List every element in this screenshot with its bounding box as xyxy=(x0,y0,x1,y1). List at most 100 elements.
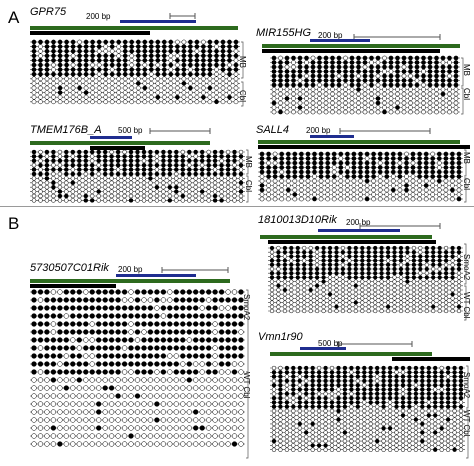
unmethylated-cpg-mark xyxy=(336,447,341,452)
unmethylated-cpg-mark xyxy=(142,99,148,105)
unmethylated-cpg-mark xyxy=(329,413,335,418)
unmethylated-cpg-mark xyxy=(187,162,192,168)
methylated-cpg-mark xyxy=(186,313,192,319)
unmethylated-cpg-mark xyxy=(167,425,173,431)
unmethylated-cpg-mark xyxy=(238,167,244,172)
unmethylated-cpg-mark xyxy=(439,421,444,427)
methylated-cpg-mark xyxy=(96,39,102,45)
unmethylated-cpg-mark xyxy=(44,193,50,199)
methylated-cpg-mark xyxy=(304,69,309,74)
methylated-cpg-mark xyxy=(175,67,180,72)
unmethylated-cpg-mark xyxy=(362,408,367,414)
methylated-cpg-mark xyxy=(443,250,449,255)
unmethylated-cpg-mark xyxy=(238,184,244,190)
unmethylated-cpg-mark xyxy=(135,99,141,105)
unmethylated-cpg-mark xyxy=(318,187,324,193)
methylated-cpg-mark xyxy=(456,165,462,170)
methylated-cpg-mark xyxy=(437,156,442,161)
methylated-cpg-mark xyxy=(160,345,167,351)
methylated-cpg-mark xyxy=(269,262,275,267)
unmethylated-cpg-mark xyxy=(414,100,420,106)
unmethylated-cpg-mark xyxy=(282,283,288,288)
unmethylated-cpg-mark xyxy=(379,296,384,301)
methylated-cpg-mark xyxy=(115,289,121,295)
unmethylated-cpg-mark xyxy=(358,178,363,184)
section-divider xyxy=(0,206,474,207)
unmethylated-cpg-mark xyxy=(355,408,360,414)
unmethylated-cpg-mark xyxy=(154,385,160,391)
methylated-cpg-mark xyxy=(122,48,128,54)
unmethylated-cpg-mark xyxy=(349,96,355,101)
unmethylated-cpg-mark xyxy=(445,430,451,435)
unmethylated-cpg-mark xyxy=(115,409,121,415)
methylated-cpg-mark xyxy=(342,374,348,379)
methylated-cpg-mark xyxy=(135,81,141,86)
unmethylated-cpg-mark xyxy=(384,187,390,193)
unmethylated-cpg-mark xyxy=(351,196,357,202)
unmethylated-cpg-mark xyxy=(424,296,429,301)
methylated-cpg-mark xyxy=(103,67,109,72)
methylated-cpg-mark xyxy=(122,58,128,63)
methylated-cpg-mark xyxy=(302,254,307,259)
methylated-cpg-mark xyxy=(188,44,193,49)
methylated-cpg-mark xyxy=(57,369,63,375)
methylated-cpg-mark xyxy=(44,71,50,77)
methylated-cpg-mark xyxy=(199,321,205,327)
methylated-cpg-mark xyxy=(96,313,102,319)
unmethylated-cpg-mark xyxy=(96,417,102,423)
unmethylated-cpg-mark xyxy=(362,109,368,115)
methylated-cpg-mark xyxy=(411,275,417,280)
methylated-cpg-mark xyxy=(343,69,348,74)
methylated-cpg-mark xyxy=(392,266,397,272)
unmethylated-cpg-mark xyxy=(175,39,180,45)
methylated-cpg-mark xyxy=(450,151,455,157)
methylated-cpg-mark xyxy=(362,60,368,65)
methylated-cpg-mark xyxy=(353,245,358,251)
methylated-cpg-mark xyxy=(186,361,192,367)
unmethylated-cpg-mark xyxy=(128,377,134,383)
unmethylated-cpg-mark xyxy=(411,245,417,251)
unmethylated-cpg-mark xyxy=(404,192,409,197)
methylated-cpg-mark xyxy=(318,169,324,175)
unmethylated-cpg-mark xyxy=(456,271,462,276)
methylated-cpg-mark xyxy=(362,374,367,379)
unmethylated-cpg-mark xyxy=(410,178,416,184)
unmethylated-cpg-mark xyxy=(103,48,109,54)
unmethylated-cpg-mark xyxy=(394,434,399,439)
methylated-cpg-mark xyxy=(297,378,302,384)
methylated-cpg-mark xyxy=(366,271,371,276)
unmethylated-cpg-mark xyxy=(64,180,69,186)
methylated-cpg-mark xyxy=(330,69,335,74)
methylated-cpg-mark xyxy=(141,167,147,172)
unmethylated-cpg-mark xyxy=(349,426,354,431)
methylated-cpg-mark xyxy=(161,149,166,155)
methylated-cpg-mark xyxy=(424,266,429,272)
methylated-cpg-mark xyxy=(193,313,199,319)
methylated-cpg-mark xyxy=(334,304,339,309)
methylated-cpg-mark xyxy=(400,400,406,405)
methylated-cpg-mark xyxy=(207,62,213,68)
methylated-cpg-mark xyxy=(394,365,399,371)
methylated-cpg-mark xyxy=(116,39,122,45)
methylated-cpg-mark xyxy=(38,171,43,177)
unmethylated-cpg-mark xyxy=(96,99,102,105)
unmethylated-cpg-mark xyxy=(418,287,423,293)
methylated-cpg-mark xyxy=(388,60,394,65)
methylated-cpg-mark xyxy=(63,369,69,375)
methylated-cpg-mark xyxy=(207,39,213,45)
methylated-cpg-mark xyxy=(51,184,56,190)
methylated-cpg-mark xyxy=(305,160,311,166)
unmethylated-cpg-mark xyxy=(44,425,50,431)
unmethylated-cpg-mark xyxy=(207,81,213,86)
methylated-cpg-mark xyxy=(453,55,459,61)
unmethylated-cpg-mark xyxy=(199,409,205,415)
methylated-cpg-mark xyxy=(160,353,167,359)
unmethylated-cpg-mark xyxy=(238,361,244,367)
unmethylated-cpg-mark xyxy=(218,305,225,311)
methylated-cpg-mark xyxy=(443,254,449,259)
unmethylated-cpg-mark xyxy=(368,443,373,448)
unmethylated-cpg-mark xyxy=(325,178,331,184)
methylated-cpg-mark xyxy=(31,329,37,335)
unmethylated-cpg-mark xyxy=(38,180,43,186)
methylated-cpg-mark xyxy=(440,69,446,74)
